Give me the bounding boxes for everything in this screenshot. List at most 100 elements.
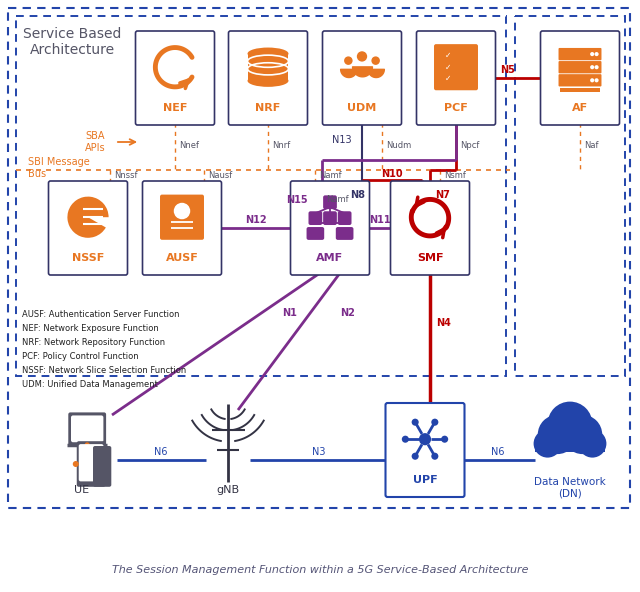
FancyBboxPatch shape <box>390 181 470 275</box>
Circle shape <box>441 436 448 443</box>
Text: AUSF: Authentication Server Function: AUSF: Authentication Server Function <box>22 310 179 319</box>
Circle shape <box>419 433 431 445</box>
FancyBboxPatch shape <box>71 416 104 442</box>
Circle shape <box>590 65 595 69</box>
Text: PCF: PCF <box>444 102 468 112</box>
FancyBboxPatch shape <box>338 211 351 225</box>
FancyBboxPatch shape <box>559 48 602 60</box>
Text: ✓: ✓ <box>445 63 451 72</box>
Text: Data Network
(DN): Data Network (DN) <box>534 477 606 499</box>
Circle shape <box>595 52 598 56</box>
FancyBboxPatch shape <box>417 31 495 125</box>
Text: N1: N1 <box>283 308 298 318</box>
Bar <box>248 54 289 81</box>
Circle shape <box>357 52 367 62</box>
FancyBboxPatch shape <box>160 195 204 240</box>
Text: N6: N6 <box>154 447 168 457</box>
Text: N6: N6 <box>492 447 505 457</box>
Text: SBI Message
Bus: SBI Message Bus <box>28 157 90 179</box>
Circle shape <box>84 442 90 448</box>
Text: Nnrf: Nnrf <box>272 141 291 150</box>
Text: SBA
APIs: SBA APIs <box>84 131 106 153</box>
FancyBboxPatch shape <box>336 227 353 240</box>
Text: N15: N15 <box>286 195 308 205</box>
Text: Nsmf: Nsmf <box>444 172 466 181</box>
Text: N2: N2 <box>340 308 355 318</box>
FancyBboxPatch shape <box>93 446 111 487</box>
FancyBboxPatch shape <box>77 441 106 487</box>
Circle shape <box>590 52 595 56</box>
Text: ✓: ✓ <box>445 51 451 60</box>
Circle shape <box>412 453 419 460</box>
Circle shape <box>534 430 562 458</box>
FancyBboxPatch shape <box>228 31 307 125</box>
Text: N4: N4 <box>436 318 451 328</box>
Bar <box>8 8 630 508</box>
Text: Nnssf: Nnssf <box>114 172 138 181</box>
Text: NRF: NRF <box>255 102 280 112</box>
FancyBboxPatch shape <box>68 413 106 447</box>
Text: Nnef: Nnef <box>179 141 199 150</box>
Text: UPF: UPF <box>413 475 437 485</box>
Circle shape <box>590 78 595 82</box>
FancyBboxPatch shape <box>307 227 324 240</box>
Text: Service Based
Architecture: Service Based Architecture <box>23 27 121 57</box>
Ellipse shape <box>248 75 289 87</box>
Circle shape <box>548 401 593 446</box>
FancyBboxPatch shape <box>323 211 337 225</box>
Ellipse shape <box>248 47 289 60</box>
Circle shape <box>371 56 380 65</box>
Bar <box>515 16 625 376</box>
Text: N11: N11 <box>369 215 391 225</box>
FancyBboxPatch shape <box>323 31 401 125</box>
Text: NSSF: Network Slice Selection Function: NSSF: Network Slice Selection Function <box>22 366 186 375</box>
FancyBboxPatch shape <box>434 44 478 90</box>
Circle shape <box>563 415 602 454</box>
Text: AF: AF <box>572 102 588 112</box>
Text: AUSF: AUSF <box>166 253 198 263</box>
FancyBboxPatch shape <box>308 211 323 225</box>
Text: Namf: Namf <box>319 172 342 181</box>
Bar <box>535 442 605 452</box>
Text: AMF: AMF <box>316 253 344 263</box>
Text: NEF: Network Exposure Function: NEF: Network Exposure Function <box>22 324 159 333</box>
Text: NSSF: NSSF <box>72 253 104 263</box>
Circle shape <box>595 78 598 82</box>
Text: PCF: Policy Control Function: PCF: Policy Control Function <box>22 352 139 361</box>
FancyBboxPatch shape <box>385 403 465 497</box>
Text: UE: UE <box>74 485 90 495</box>
FancyBboxPatch shape <box>143 181 221 275</box>
Text: Naf: Naf <box>584 141 598 150</box>
FancyBboxPatch shape <box>559 61 602 73</box>
Circle shape <box>344 56 353 65</box>
Bar <box>16 16 506 376</box>
Text: N5: N5 <box>500 65 515 75</box>
Circle shape <box>73 461 79 467</box>
Circle shape <box>431 419 438 426</box>
Circle shape <box>595 65 598 69</box>
FancyBboxPatch shape <box>559 74 602 86</box>
Circle shape <box>538 415 577 454</box>
Text: N8: N8 <box>350 190 365 200</box>
Bar <box>559 88 600 92</box>
Text: UDM: Unified Data Management: UDM: Unified Data Management <box>22 380 158 389</box>
FancyBboxPatch shape <box>136 31 214 125</box>
Circle shape <box>174 203 190 219</box>
FancyBboxPatch shape <box>49 181 127 275</box>
FancyBboxPatch shape <box>323 195 337 209</box>
Text: Nausf: Nausf <box>208 172 232 181</box>
Circle shape <box>402 436 409 443</box>
Text: ✓: ✓ <box>445 75 451 83</box>
Text: UDM: UDM <box>348 102 376 112</box>
Text: NRF: Network Repository Function: NRF: Network Repository Function <box>22 338 165 347</box>
Text: SMF: SMF <box>417 253 444 263</box>
Circle shape <box>412 419 419 426</box>
FancyBboxPatch shape <box>541 31 620 125</box>
FancyBboxPatch shape <box>291 181 369 275</box>
Wedge shape <box>67 197 109 238</box>
Text: N7: N7 <box>435 190 450 200</box>
Text: Nudm: Nudm <box>386 141 412 150</box>
Circle shape <box>579 430 607 458</box>
Text: NEF: NEF <box>163 102 187 112</box>
Text: N13: N13 <box>332 135 352 145</box>
